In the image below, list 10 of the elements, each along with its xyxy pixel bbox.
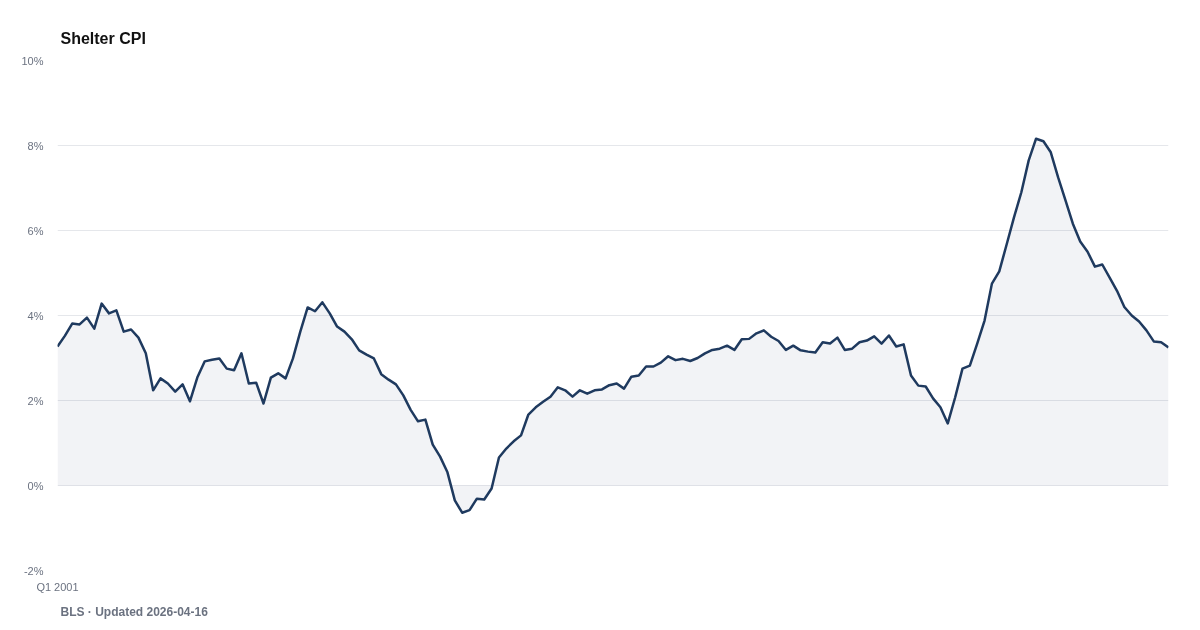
y-tick-label: -2%	[23, 564, 44, 577]
y-tick-label: 10%	[21, 54, 44, 67]
x-tick-label: Q1 2001	[36, 580, 79, 593]
text: BLS · Updated 2026-04-16	[60, 604, 209, 619]
y-tick-label: 6%	[27, 224, 44, 237]
y-tick-label: 0%	[27, 479, 44, 492]
y-tick-label: 8%	[27, 139, 44, 152]
y-tick-label: 4%	[27, 309, 44, 322]
y-tick-label: 2%	[27, 394, 44, 407]
chart-title: Shelter CPI	[60, 29, 146, 47]
